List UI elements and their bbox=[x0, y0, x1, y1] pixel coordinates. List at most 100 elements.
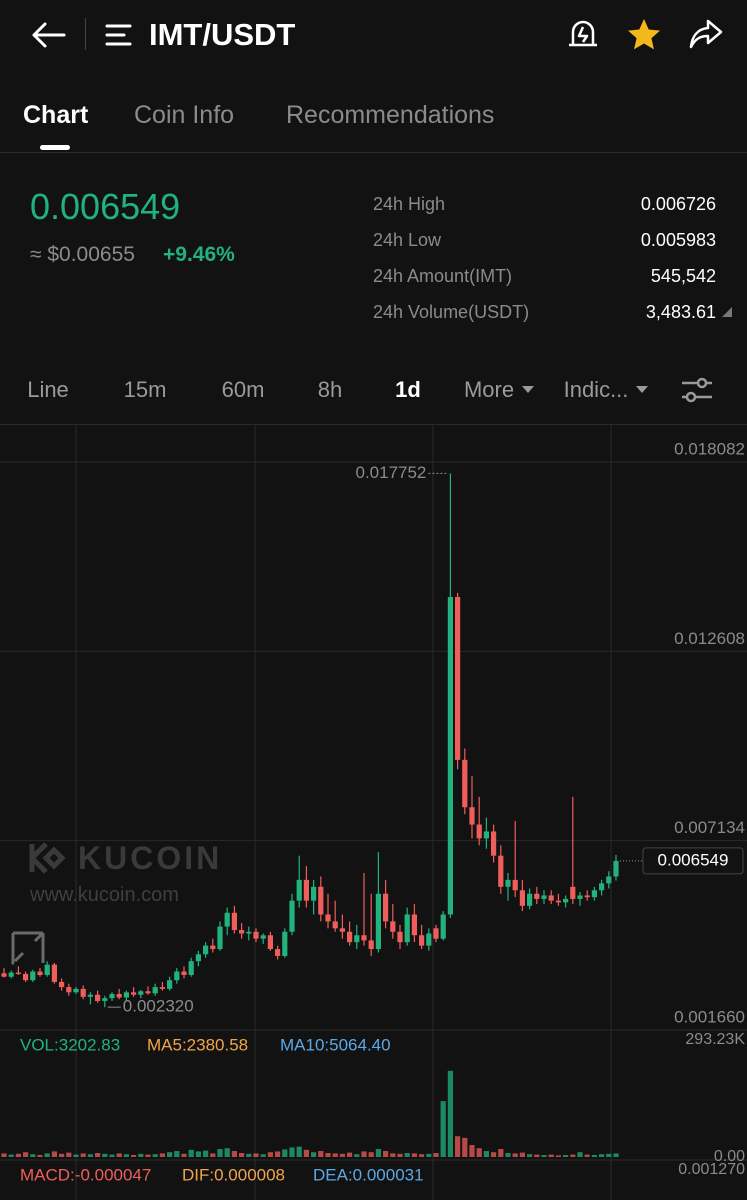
volume-bar bbox=[239, 1153, 245, 1157]
interval[interactable]: Line bbox=[27, 377, 69, 402]
volume-bar bbox=[599, 1154, 605, 1157]
back-button[interactable] bbox=[28, 20, 68, 50]
candle-body bbox=[181, 971, 187, 976]
volume-bar bbox=[419, 1154, 425, 1157]
volume-bar bbox=[613, 1153, 619, 1157]
dropdown-arrow bbox=[522, 386, 534, 393]
tab[interactable]: Coin Info bbox=[134, 101, 235, 129]
menu-button[interactable] bbox=[104, 22, 134, 48]
y-tick-label: 0.012608 bbox=[674, 629, 745, 648]
candle-body bbox=[426, 933, 432, 946]
volume-bar bbox=[95, 1153, 101, 1157]
volume-bar bbox=[476, 1148, 482, 1157]
volume-bar bbox=[325, 1153, 331, 1157]
candle-body bbox=[203, 945, 209, 955]
interval[interactable]: 8h bbox=[317, 377, 343, 402]
candle-body bbox=[368, 940, 374, 950]
candle-body bbox=[217, 926, 223, 950]
high-marker-label: 0.017752 bbox=[355, 463, 426, 482]
settings-button[interactable] bbox=[680, 376, 714, 404]
volume-bar bbox=[80, 1153, 86, 1157]
candle-body bbox=[563, 898, 569, 903]
vertical-grid bbox=[75, 425, 612, 1200]
volume-bar bbox=[123, 1154, 129, 1157]
volume-bar bbox=[311, 1152, 317, 1157]
candle-body bbox=[354, 935, 360, 943]
candle-body bbox=[375, 893, 381, 950]
candle-body bbox=[498, 855, 504, 887]
candle-body bbox=[109, 994, 115, 999]
stat-value: 0.005983 bbox=[640, 230, 716, 250]
volume-bar bbox=[188, 1149, 194, 1157]
volume-bar bbox=[498, 1149, 504, 1157]
candle-body bbox=[66, 987, 72, 993]
volume-bar bbox=[289, 1147, 295, 1157]
candle-body bbox=[239, 930, 245, 934]
volume-bar bbox=[174, 1151, 180, 1157]
tab-indicator bbox=[40, 145, 70, 150]
stat-label: 24h High bbox=[373, 194, 446, 214]
volume-bar bbox=[555, 1155, 561, 1157]
volume-bar bbox=[491, 1152, 497, 1157]
interval[interactable]: More bbox=[463, 377, 515, 402]
macd-indicator: MACD:-0.000047 bbox=[20, 1165, 151, 1184]
volume-bar bbox=[318, 1151, 324, 1157]
y-tick-label: 0.007134 bbox=[674, 818, 745, 837]
volume-bar bbox=[440, 1101, 446, 1157]
candle-body bbox=[37, 971, 43, 976]
candle-body bbox=[95, 994, 101, 1001]
fullscreen-icon[interactable] bbox=[11, 931, 45, 965]
candle-body bbox=[224, 912, 230, 927]
candle-body bbox=[433, 928, 439, 939]
volume-bar bbox=[181, 1153, 187, 1157]
volume-bar bbox=[354, 1154, 360, 1157]
candle-body bbox=[347, 931, 353, 943]
share-button[interactable] bbox=[688, 17, 724, 51]
volume-bar bbox=[390, 1153, 396, 1157]
volume-bar bbox=[570, 1154, 576, 1157]
expand-triangle[interactable] bbox=[720, 305, 734, 319]
dropdown-arrow bbox=[636, 386, 648, 393]
volume-bar bbox=[66, 1152, 72, 1157]
ma5-indicator: MA5:2380.58 bbox=[147, 1035, 248, 1054]
tab[interactable]: Recommendations bbox=[286, 101, 495, 129]
volume-bar bbox=[577, 1152, 583, 1157]
candle-body bbox=[570, 886, 576, 899]
volume-bar bbox=[217, 1149, 223, 1157]
volume-bar bbox=[37, 1155, 43, 1157]
alert-button[interactable] bbox=[566, 17, 600, 51]
volume-bar bbox=[203, 1150, 209, 1157]
candle-body bbox=[390, 921, 396, 932]
fiat-price: ≈ $0.00655 bbox=[30, 243, 135, 266]
interval[interactable]: Indic... bbox=[563, 377, 629, 402]
interval[interactable]: 15m bbox=[123, 377, 167, 402]
volume-bar bbox=[519, 1152, 525, 1157]
interval[interactable]: 60m bbox=[221, 377, 265, 402]
interval[interactable]: 1d bbox=[395, 377, 421, 402]
volume-bar bbox=[563, 1155, 569, 1157]
candle-body bbox=[80, 988, 86, 997]
volume-bar bbox=[411, 1153, 417, 1157]
candle-body bbox=[246, 931, 252, 934]
candle-body bbox=[296, 879, 302, 901]
candle-body bbox=[311, 886, 317, 901]
volume-bar bbox=[383, 1151, 389, 1157]
candle-body bbox=[145, 991, 151, 994]
stat-value: 545,542 bbox=[650, 266, 716, 286]
stat-label: 24h Volume(USDT) bbox=[373, 302, 530, 322]
volume-bar bbox=[591, 1155, 597, 1157]
candle-body bbox=[30, 971, 36, 981]
candle-body bbox=[195, 954, 201, 962]
candle-body bbox=[267, 935, 273, 950]
vol-indicator: VOL:3202.83 bbox=[20, 1035, 120, 1054]
volume-bar bbox=[73, 1154, 79, 1157]
candle-body bbox=[541, 895, 547, 899]
tab[interactable]: Chart bbox=[23, 101, 89, 129]
favorite-button[interactable] bbox=[626, 17, 662, 51]
volume-bar bbox=[397, 1153, 403, 1157]
candle-body bbox=[59, 981, 65, 988]
stat-label: 24h Low bbox=[373, 230, 442, 250]
volume-bar bbox=[246, 1153, 252, 1157]
stat-label: 24h Amount(IMT) bbox=[373, 266, 513, 286]
